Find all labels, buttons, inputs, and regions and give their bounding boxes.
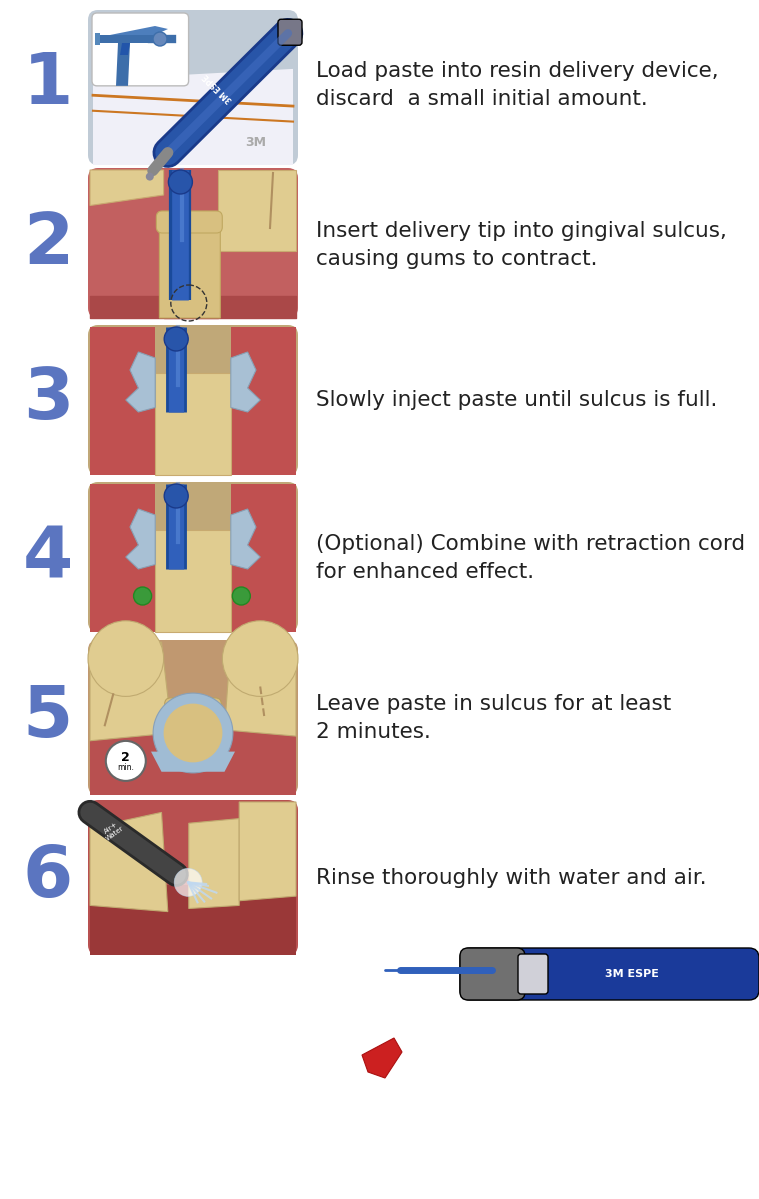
Text: Rinse thoroughly with water and air.: Rinse thoroughly with water and air. <box>316 868 707 888</box>
Polygon shape <box>165 705 220 752</box>
Polygon shape <box>90 710 296 795</box>
Circle shape <box>146 173 154 181</box>
Text: Air+
Water: Air+ Water <box>101 820 125 842</box>
Circle shape <box>134 588 152 605</box>
Polygon shape <box>90 641 172 741</box>
FancyBboxPatch shape <box>278 19 302 46</box>
FancyBboxPatch shape <box>92 13 188 86</box>
Polygon shape <box>239 802 296 900</box>
Polygon shape <box>189 819 239 909</box>
Circle shape <box>232 588 250 605</box>
Polygon shape <box>159 221 220 318</box>
Polygon shape <box>126 353 155 412</box>
Polygon shape <box>155 530 231 632</box>
Polygon shape <box>90 327 155 475</box>
Polygon shape <box>231 353 260 412</box>
Text: min.: min. <box>118 764 134 772</box>
Text: Insert delivery tip into gingival sulcus,
causing gums to contract.: Insert delivery tip into gingival sulcus… <box>316 221 727 270</box>
Circle shape <box>168 170 192 194</box>
FancyBboxPatch shape <box>88 482 298 632</box>
Polygon shape <box>120 43 130 55</box>
Text: 5: 5 <box>23 683 73 753</box>
Text: 3M ESPE: 3M ESPE <box>605 969 659 980</box>
Polygon shape <box>110 26 168 35</box>
Polygon shape <box>225 641 296 736</box>
Circle shape <box>106 741 146 781</box>
Polygon shape <box>93 68 293 165</box>
Text: (Optional) Combine with retraction cord
for enhanced effect.: (Optional) Combine with retraction cord … <box>316 534 745 583</box>
FancyBboxPatch shape <box>460 948 759 1000</box>
Circle shape <box>88 621 164 697</box>
Polygon shape <box>90 484 155 632</box>
Polygon shape <box>151 752 235 772</box>
Text: 4: 4 <box>23 524 73 592</box>
Circle shape <box>153 32 167 46</box>
FancyBboxPatch shape <box>156 211 222 233</box>
Polygon shape <box>90 813 168 911</box>
Text: Load paste into resin delivery device,
discard  a small initial amount.: Load paste into resin delivery device, d… <box>316 61 719 109</box>
Polygon shape <box>95 34 100 46</box>
Polygon shape <box>126 510 155 570</box>
FancyBboxPatch shape <box>518 954 548 994</box>
Polygon shape <box>231 510 260 570</box>
Polygon shape <box>231 484 296 632</box>
Circle shape <box>164 704 222 763</box>
FancyBboxPatch shape <box>165 698 222 711</box>
Text: Leave paste in sulcus for at least
2 minutes.: Leave paste in sulcus for at least 2 min… <box>316 693 671 742</box>
Polygon shape <box>90 170 164 205</box>
Text: 6: 6 <box>23 844 73 912</box>
Text: 2: 2 <box>121 752 131 765</box>
Circle shape <box>153 693 233 773</box>
Polygon shape <box>218 170 296 251</box>
Text: 1: 1 <box>23 50 73 120</box>
Text: 3M ESPE: 3M ESPE <box>201 72 235 104</box>
FancyBboxPatch shape <box>88 640 298 795</box>
Text: 3: 3 <box>23 366 73 434</box>
FancyBboxPatch shape <box>88 10 298 165</box>
Polygon shape <box>155 373 231 475</box>
Text: 2: 2 <box>23 211 73 279</box>
Polygon shape <box>116 43 130 86</box>
FancyBboxPatch shape <box>88 800 298 954</box>
Polygon shape <box>362 1038 402 1078</box>
Text: Slowly inject paste until sulcus is full.: Slowly inject paste until sulcus is full… <box>316 390 717 410</box>
FancyBboxPatch shape <box>88 325 298 475</box>
Polygon shape <box>231 327 296 475</box>
Circle shape <box>164 484 188 508</box>
Text: 3M: 3M <box>245 137 266 150</box>
FancyBboxPatch shape <box>88 168 298 318</box>
Circle shape <box>164 327 188 351</box>
FancyBboxPatch shape <box>460 948 525 1000</box>
Circle shape <box>222 621 298 697</box>
Polygon shape <box>90 885 296 954</box>
Polygon shape <box>100 35 152 43</box>
Circle shape <box>175 868 202 897</box>
